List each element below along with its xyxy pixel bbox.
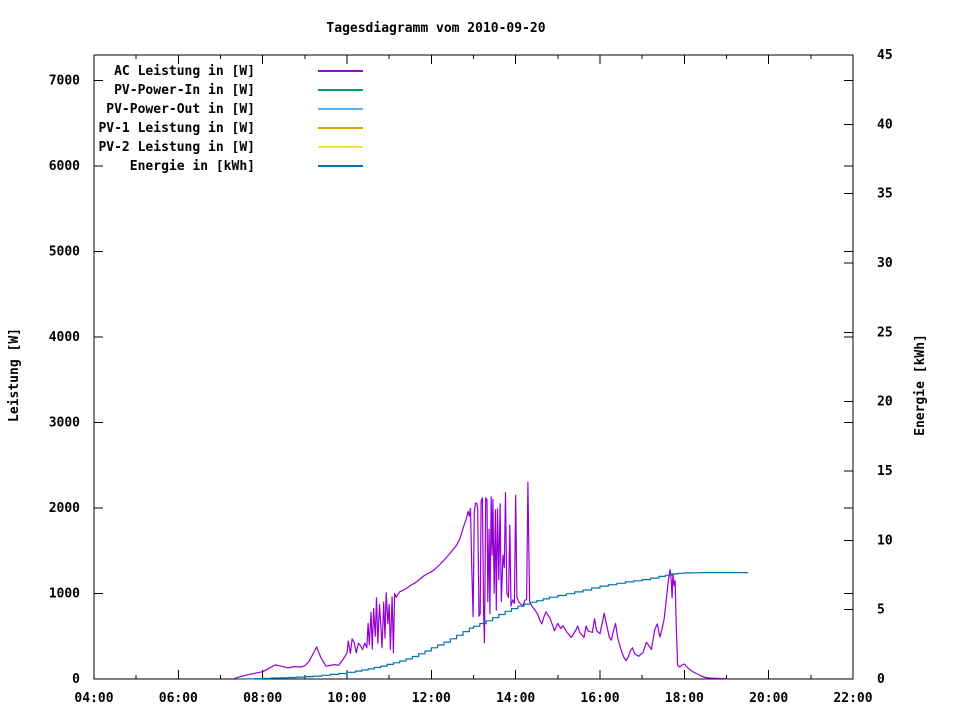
y2-tick-label: 15 <box>877 464 893 479</box>
curve-energie-in-kwh <box>236 572 749 680</box>
x-tick-label: 22:00 <box>833 691 872 706</box>
y2-tick-label: 0 <box>877 672 885 687</box>
y-tick-label: 1000 <box>49 587 80 602</box>
y2-tick-label: 30 <box>877 256 893 271</box>
legend: AC Leistung in [W] PV-Power-In in [W] PV… <box>98 64 363 174</box>
x-tick-label: 14:00 <box>496 691 535 706</box>
y2-tick-label: 45 <box>877 48 893 63</box>
x-tick-label: 08:00 <box>243 691 282 706</box>
legend-label-pv-power-out: PV-Power-Out in [W] <box>106 102 255 117</box>
legend-label-pv-power-in: PV-Power-In in [W] <box>114 83 255 98</box>
y-tick-label: 4000 <box>49 330 80 345</box>
x-tick-label: 16:00 <box>580 691 619 706</box>
axis-ticks: 04:00 06:00 08:00 10:00 12:00 14:00 16:00 18:00… <box>49 48 893 706</box>
y2-tick-label: 40 <box>877 117 893 132</box>
x-tick-label: 18:00 <box>665 691 704 706</box>
y2-tick-label: 25 <box>877 325 893 340</box>
y2-tick-label: 10 <box>877 533 893 548</box>
x-tick-label: 04:00 <box>74 691 113 706</box>
y-tick-label: 6000 <box>49 159 80 174</box>
legend-label-ac-leistung: AC Leistung in [W] <box>114 64 255 79</box>
legend-label-pv1-leistung: PV-1 Leistung in [W] <box>98 121 255 136</box>
y-tick-label: 0 <box>72 672 80 687</box>
x-tick-label: 20:00 <box>749 691 788 706</box>
data-curves <box>233 481 749 680</box>
y2-axis-label: Energie [kWh] <box>913 334 928 436</box>
chart-title: Tagesdiagramm vom 2010-09-20 <box>326 21 545 36</box>
x-tick-label: 06:00 <box>159 691 198 706</box>
y-tick-label: 7000 <box>49 74 80 89</box>
x-tick-label: 12:00 <box>412 691 451 706</box>
y-tick-label: 5000 <box>49 245 80 260</box>
curve-ac-leistung-in-w <box>233 481 728 680</box>
y-axis-label: Leistung [W] <box>7 328 22 422</box>
y-tick-label: 2000 <box>49 501 80 516</box>
legend-label-energie: Energie in [kWh] <box>130 159 255 174</box>
y2-tick-label: 20 <box>877 395 893 410</box>
y2-tick-label: 5 <box>877 603 885 618</box>
x-tick-label: 10:00 <box>327 691 366 706</box>
legend-label-pv2-leistung: PV-2 Leistung in [W] <box>98 140 255 155</box>
y2-tick-label: 35 <box>877 187 893 202</box>
y-tick-label: 3000 <box>49 416 80 431</box>
